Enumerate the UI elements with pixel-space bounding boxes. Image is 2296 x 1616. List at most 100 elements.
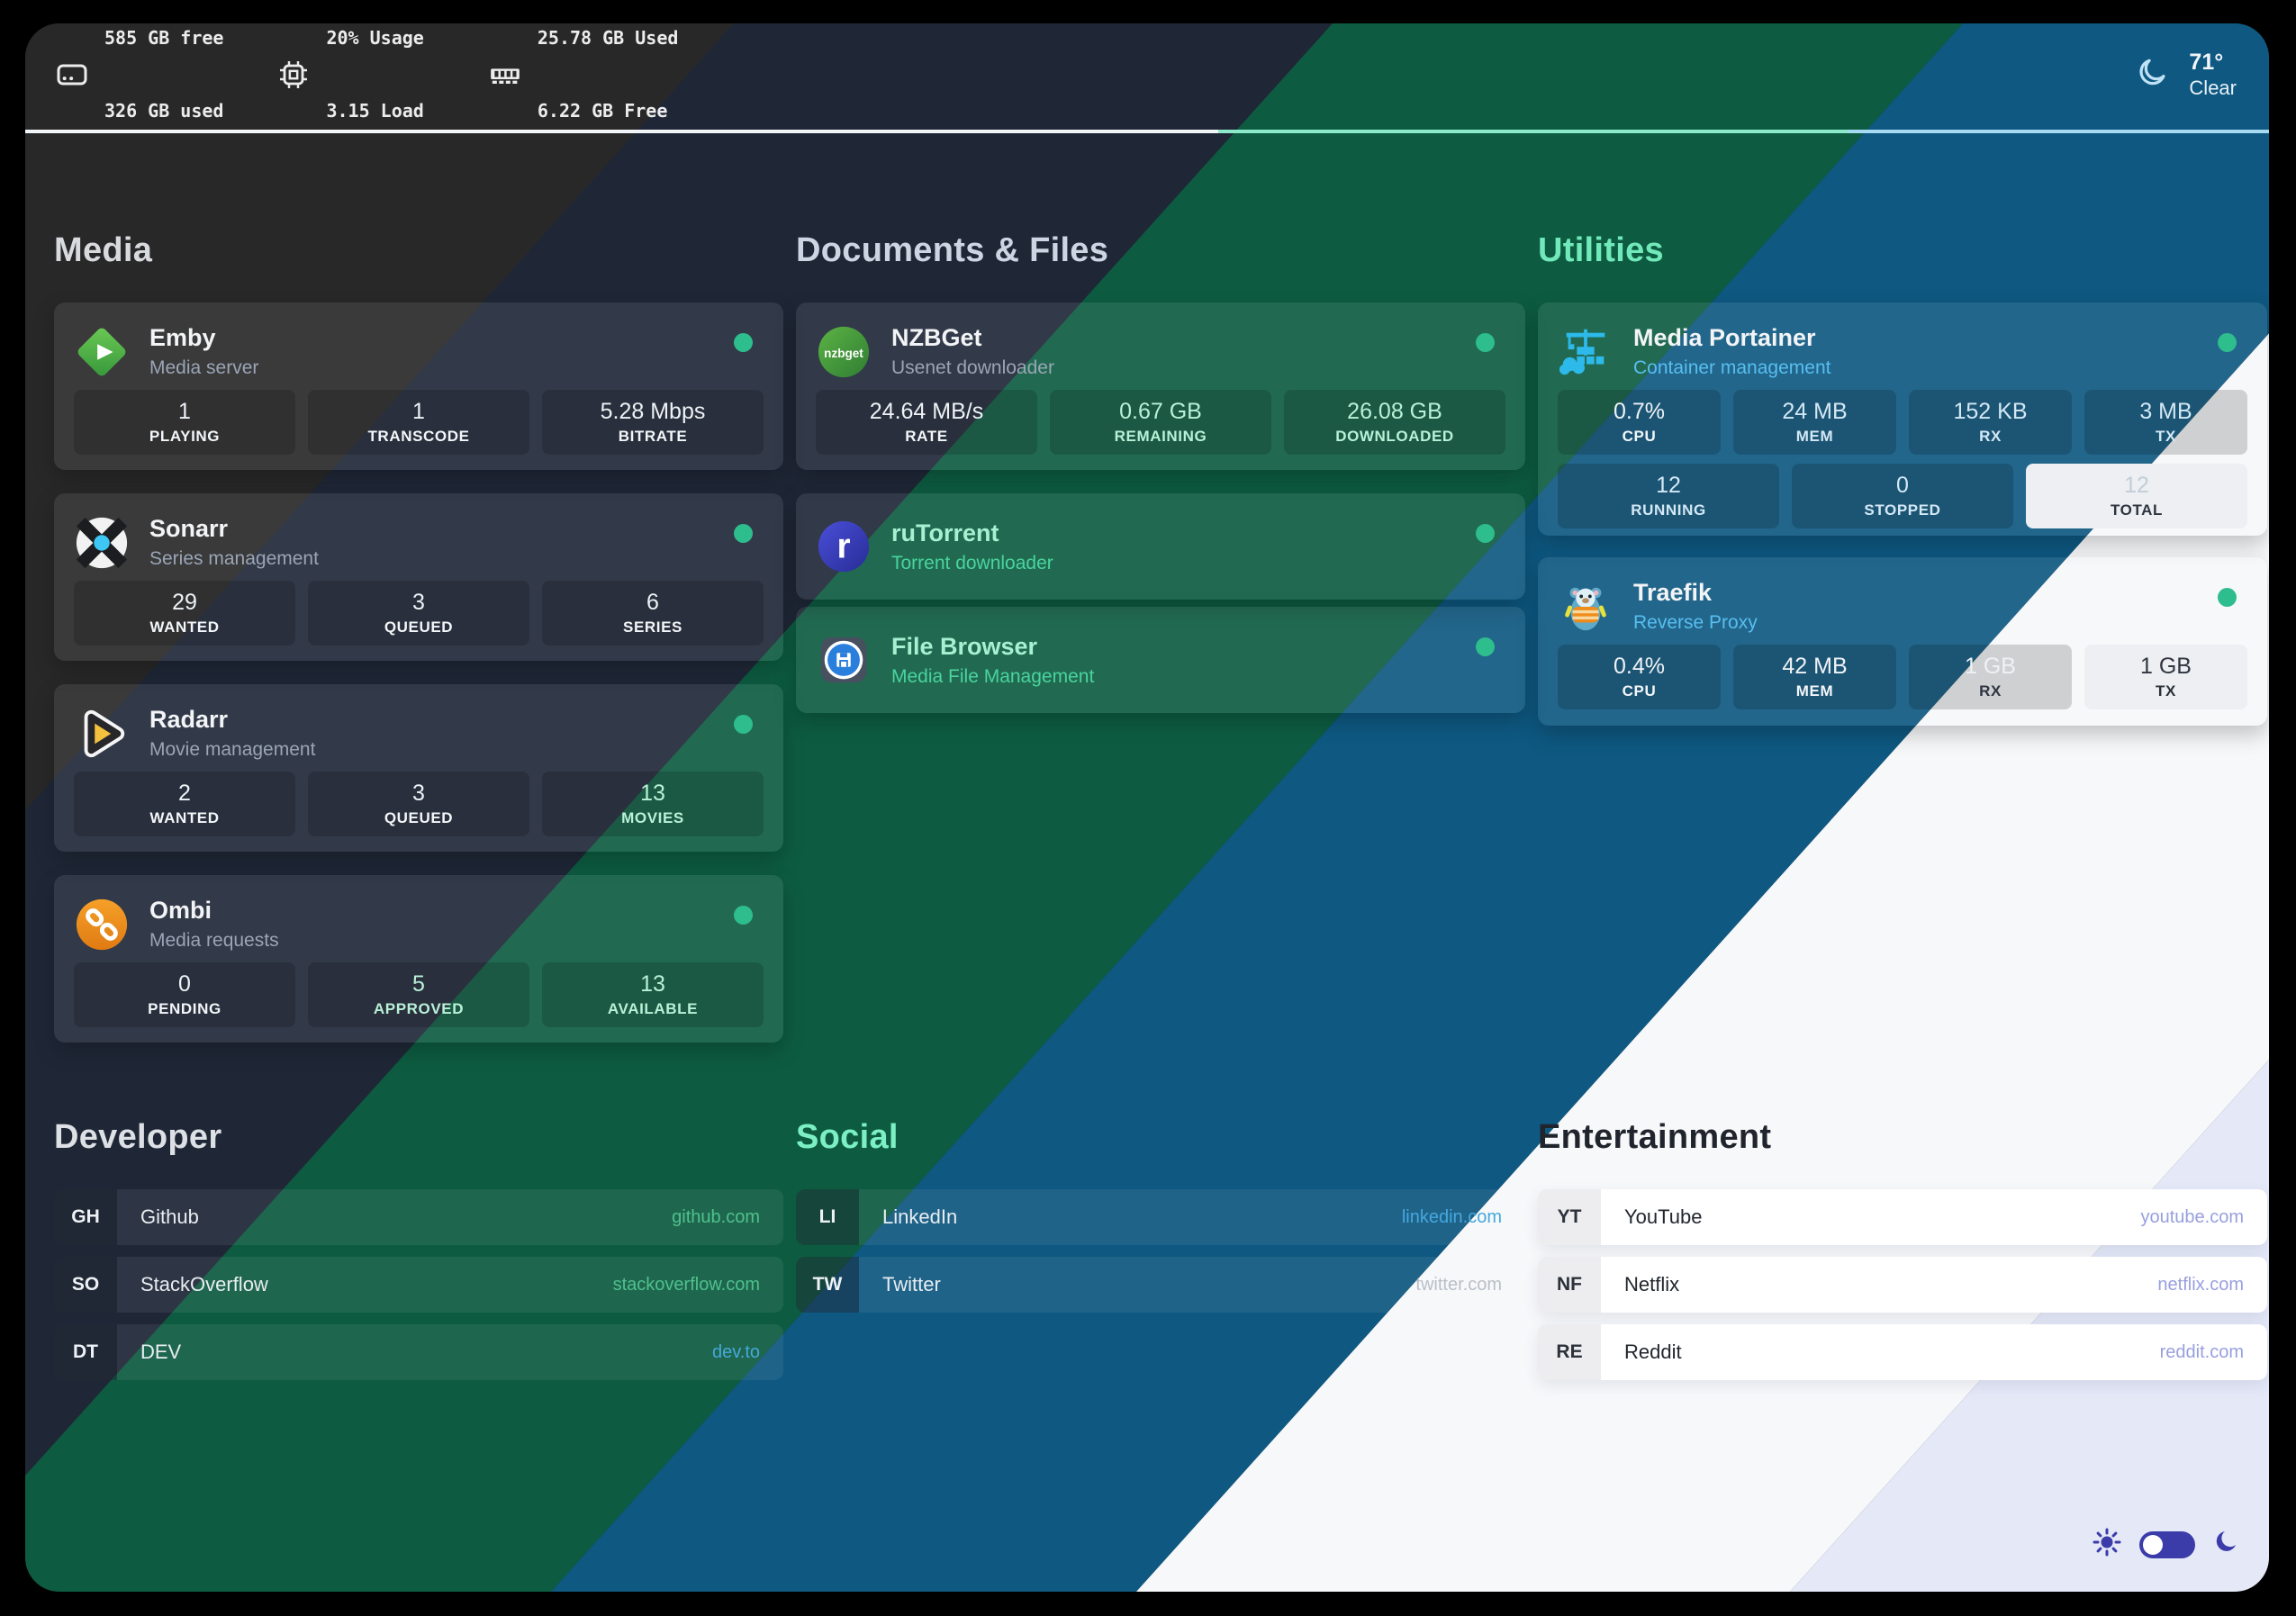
stat-tile: 12 RUNNING xyxy=(1558,464,1779,528)
section-developer: Developer GH Github github.com SO StackO… xyxy=(54,1115,783,1392)
app-name: Ombi xyxy=(149,897,212,924)
portainer-icon xyxy=(1558,324,1614,380)
bookmark-abbr: GH xyxy=(54,1189,117,1245)
app-description: Reverse Proxy xyxy=(1633,612,1758,633)
app-card-filebrowser[interactable]: File Browser Media File Management xyxy=(796,607,1525,713)
app-description: Media File Management xyxy=(891,665,1095,687)
app-card-nzbget[interactable]: nzbget NZBGet Usenet downloader 24.64 MB… xyxy=(796,302,1525,470)
stat-tile: 5.28 Mbps BITRATE xyxy=(542,390,764,455)
ombi-icon xyxy=(74,897,130,952)
bookmark-name: Netflix xyxy=(1624,1273,1680,1296)
status-dot xyxy=(1476,637,1495,656)
bookmark-url: netflix.com xyxy=(2157,1274,2244,1295)
cpu-stats: 20% Usage 3.15 Load xyxy=(276,23,434,172)
bookmark-abbr: YT xyxy=(1538,1189,1601,1245)
bookmark-name: YouTube xyxy=(1624,1205,1703,1228)
app-card-ombi[interactable]: Ombi Media requests 0 PENDING 5 APPROVED 1… xyxy=(54,875,783,1043)
section-media: Media Emby Media server 1 PLAYING 1 TRANSC… xyxy=(54,229,783,1066)
theme-switch[interactable] xyxy=(2139,1530,2195,1558)
bookmark-name: StackOverflow xyxy=(140,1273,268,1296)
bookmark-dev[interactable]: DT DEV dev.to xyxy=(54,1324,783,1380)
bookmark-name: Github xyxy=(140,1205,199,1228)
section-utilities: Utilities Media Portainer Container mana… xyxy=(1538,229,2267,749)
app-name: NZBGet xyxy=(891,324,982,351)
stat-tile: 1 TRANSCODE xyxy=(308,390,529,455)
status-dot xyxy=(1476,524,1495,543)
bookmark-url: linkedin.com xyxy=(1401,1206,1502,1227)
filebrowser-icon xyxy=(816,632,872,688)
disk-used: 326 GB used xyxy=(104,100,224,122)
bookmark-abbr: DT xyxy=(54,1324,117,1380)
sun-icon[interactable] xyxy=(2093,1528,2121,1561)
stat-tile: 26.08 GB DOWNLOADED xyxy=(1284,390,1505,455)
section-title-utilities: Utilities xyxy=(1538,231,1664,269)
app-card-traefik[interactable]: Traefik Reverse Proxy 0.4% CPU 42 MB MEM 1… xyxy=(1538,557,2267,726)
dashboard-screen: 585 GB free 326 GB used 20% Usage 3.15 L… xyxy=(25,23,2269,1592)
cpu-icon xyxy=(276,57,312,93)
disk-stats: 585 GB free 326 GB used xyxy=(54,23,223,172)
section-entertainment: Entertainment YT YouTube youtube.com NF … xyxy=(1538,1115,2267,1392)
bookmark-abbr: TW xyxy=(796,1257,859,1313)
header-divider xyxy=(25,130,2269,133)
stat-tile: 13 AVAILABLE xyxy=(542,962,764,1027)
bookmark-abbr: NF xyxy=(1538,1257,1601,1313)
app-name: Media Portainer xyxy=(1633,324,1816,351)
status-dot xyxy=(734,906,753,925)
bookmark-reddit[interactable]: RE Reddit reddit.com xyxy=(1538,1324,2267,1380)
stat-tile: 24 MB MEM xyxy=(1733,390,1896,455)
app-card-portainer[interactable]: Media Portainer Container management 0.7… xyxy=(1538,302,2267,536)
app-description: Media requests xyxy=(149,930,279,951)
bookmark-stackoverflow[interactable]: SO StackOverflow stackoverflow.com xyxy=(54,1257,783,1313)
disk-free: 585 GB free xyxy=(104,27,224,49)
bookmark-name: Twitter xyxy=(882,1273,941,1296)
traefik-icon xyxy=(1558,579,1614,635)
emby-icon xyxy=(74,324,130,380)
stat-tile: 0.4% CPU xyxy=(1558,645,1721,709)
bookmark-twitter[interactable]: TW Twitter twitter.com xyxy=(796,1257,1525,1313)
ram-stats-text: 25.78 GB Used 6.22 GB Free xyxy=(538,23,679,172)
app-name: Emby xyxy=(149,324,216,351)
bookmark-abbr: SO xyxy=(54,1257,117,1313)
stat-tile: 6 SERIES xyxy=(542,581,764,645)
status-dot xyxy=(734,715,753,734)
rutorrent-icon: r xyxy=(816,519,872,574)
app-name: Sonarr xyxy=(149,515,229,542)
radarr-icon xyxy=(74,706,130,762)
status-dot xyxy=(734,524,753,543)
app-description: Usenet downloader xyxy=(891,357,1054,378)
bookmark-name: LinkedIn xyxy=(882,1205,958,1228)
bookmark-github[interactable]: GH Github github.com xyxy=(54,1189,783,1245)
bookmark-linkedin[interactable]: LI LinkedIn linkedin.com xyxy=(796,1189,1525,1245)
theme-toggle xyxy=(2093,1528,2242,1561)
app-card-rutorrent[interactable]: r ruTorrent Torrent downloader xyxy=(796,493,1525,600)
stat-tile: 1 GB TX xyxy=(2084,645,2247,709)
app-name: File Browser xyxy=(891,632,1038,660)
stat-tile: 42 MB MEM xyxy=(1733,645,1896,709)
section-social: Social LI LinkedIn linkedin.com TW Twitt… xyxy=(796,1115,1525,1324)
disk-icon xyxy=(54,57,90,93)
section-title-entertainment: Entertainment xyxy=(1538,1118,1772,1156)
bookmark-url: youtube.com xyxy=(2140,1206,2244,1227)
app-name: Radarr xyxy=(149,706,229,733)
status-dot xyxy=(2218,333,2237,352)
bookmark-url: reddit.com xyxy=(2159,1341,2244,1362)
bookmark-netflix[interactable]: NF Netflix netflix.com xyxy=(1538,1257,2267,1313)
section-title-developer: Developer xyxy=(54,1118,222,1156)
ram-icon xyxy=(487,57,523,93)
app-description: Series management xyxy=(149,548,319,569)
app-card-sonarr[interactable]: Sonarr Series management 29 WANTED 3 QUEUE… xyxy=(54,493,783,661)
top-bar: 585 GB free 326 GB used 20% Usage 3.15 L… xyxy=(54,27,2237,122)
ram-stats: 25.78 GB Used 6.22 GB Free xyxy=(487,23,679,172)
svg-text:r: r xyxy=(836,528,850,566)
stat-tile: 0 STOPPED xyxy=(1792,464,2013,528)
app-card-emby[interactable]: Emby Media server 1 PLAYING 1 TRANSCODE 5.… xyxy=(54,302,783,470)
moon-icon[interactable] xyxy=(2213,1528,2242,1561)
stat-tile: 2 WANTED xyxy=(74,772,295,836)
section-title-documents: Documents & Files xyxy=(796,231,1109,269)
weather-condition: Clear xyxy=(2189,77,2237,99)
app-card-radarr[interactable]: Radarr Movie management 2 WANTED 3 QUEUED … xyxy=(54,684,783,852)
weather-text: 71° Clear xyxy=(2189,49,2237,101)
stat-tile: 0.67 GB REMAINING xyxy=(1050,390,1271,455)
bookmark-youtube[interactable]: YT YouTube youtube.com xyxy=(1538,1189,2267,1245)
theme-switch-knob xyxy=(2143,1534,2163,1555)
